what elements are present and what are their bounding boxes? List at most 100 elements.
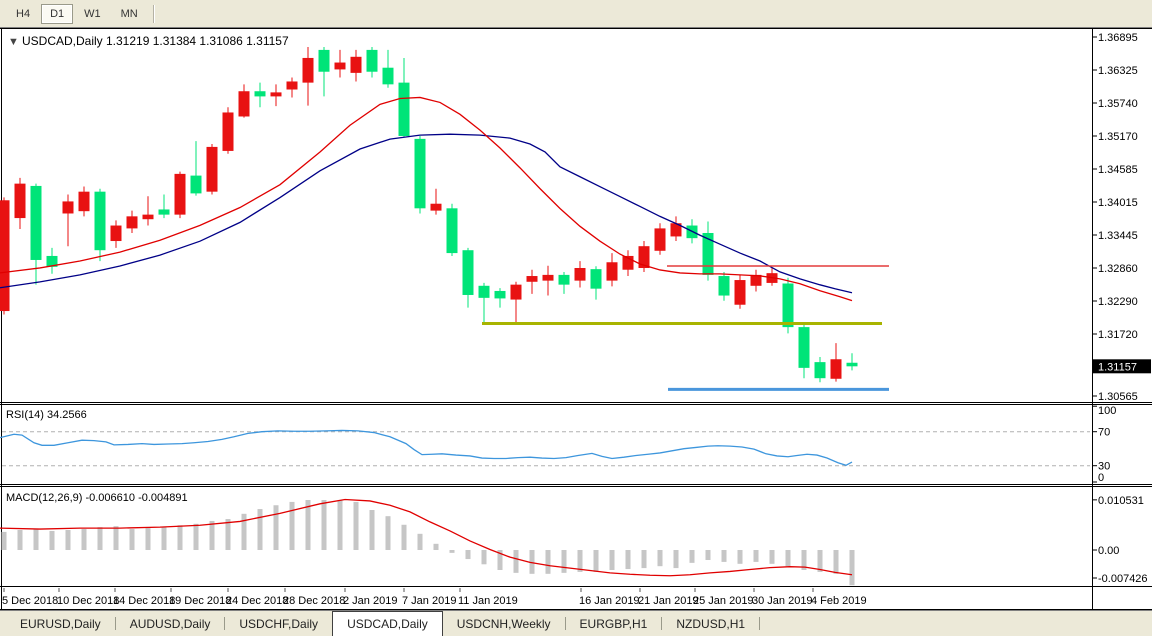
date-label: 24 Dec 2018: [226, 595, 288, 607]
candle-body: [14, 183, 26, 219]
macd-histogram-bar: [1, 531, 7, 550]
macd-histogram-bar: [369, 509, 375, 550]
macd-histogram-bar: [337, 499, 343, 550]
date-label: 25 Jan 2019: [693, 595, 754, 607]
candle-body: [542, 274, 554, 281]
candle-body: [382, 67, 394, 85]
candle-body: [670, 223, 682, 237]
chart-canvas[interactable]: 1.36895 1.36325 1.35740 1.35170 1.34585 1.340…: [0, 28, 1152, 610]
date-label: 5 Dec 2018: [2, 595, 58, 607]
macd-histogram-bar: [705, 550, 711, 561]
macd-histogram-bar: [801, 550, 807, 571]
candle-body: [606, 262, 618, 281]
candle-body: [62, 201, 74, 214]
rsi-axis-label: 30: [1098, 461, 1110, 473]
macd-signal-line: [0, 498, 853, 577]
candle-body: [46, 255, 58, 267]
tab-usdchf-daily[interactable]: USDCHF,Daily: [239, 617, 319, 631]
macd-histogram-bar: [257, 509, 263, 550]
moving-averages: [0, 96, 853, 302]
macd-histogram-bar: [641, 550, 647, 569]
date-label: 7 Jan 2019: [402, 595, 456, 607]
macd-histogram-bar: [273, 505, 279, 550]
tab-audusd-daily[interactable]: AUDUSD,Daily: [129, 617, 211, 631]
candle-body: [558, 274, 570, 285]
macd-histogram-bar: [209, 520, 215, 550]
timeframe-mn-button[interactable]: MN: [112, 4, 147, 24]
candle-body: [238, 91, 250, 117]
candle-body: [590, 269, 602, 289]
tab-separator: [224, 617, 226, 630]
macd-histogram-bar: [65, 529, 71, 550]
tab-eurusd-daily[interactable]: EURUSD,Daily: [20, 617, 101, 631]
date-label: 19 Dec 2018: [169, 595, 231, 607]
candle-body: [478, 285, 490, 298]
chart-collapse-icon[interactable]: ▼: [8, 36, 19, 48]
candle-body: [190, 175, 202, 194]
macd-histogram-bar: [497, 550, 503, 571]
candle-body: [446, 208, 458, 254]
date-label: 4 Feb 2019: [811, 595, 867, 607]
candle-body: [254, 91, 266, 97]
candle-body: [718, 276, 730, 296]
macd-histogram-bar: [657, 550, 663, 567]
candle-body: [94, 191, 106, 251]
macd-histogram-bar: [577, 550, 583, 572]
date-label: 16 Jan 2019: [579, 595, 640, 607]
macd-histogram-bar: [177, 525, 183, 550]
price-tick-label: 1.31720: [1098, 329, 1138, 341]
tab-usdcnh-weekly[interactable]: USDCNH,Weekly: [456, 617, 551, 631]
price-axis[interactable]: 1.36895 1.36325 1.35740 1.35170 1.34585 1.340…: [1092, 32, 1151, 403]
ma-slow-line: [0, 133, 853, 294]
tab-separator: [759, 617, 761, 630]
timeframe-h4-button[interactable]: H4: [7, 4, 39, 24]
chart-symbol-title: USDCAD,Daily: [22, 34, 103, 48]
timeframe-d1-button[interactable]: D1: [41, 3, 74, 24]
ma-fast-line: [0, 96, 853, 302]
timeframe-w1-button[interactable]: W1: [75, 4, 110, 24]
macd-histogram-bar: [449, 550, 455, 553]
macd-histogram-bar: [529, 550, 535, 574]
macd-histogram-bar: [673, 550, 679, 569]
candle-body: [638, 246, 650, 268]
macd-histogram-bar: [849, 550, 855, 586]
current-price-label: 1.31157: [1098, 361, 1137, 373]
tab-nzdusd-h1[interactable]: NZDUSD,H1: [676, 617, 746, 631]
candle-body: [430, 203, 442, 211]
pane-frames: [0, 28, 1152, 610]
macd-histogram-bar: [833, 550, 839, 574]
macd-histogram-bar: [417, 533, 423, 550]
macd-histogram-bar: [321, 499, 327, 550]
date-label: 11 Jan 2019: [458, 595, 518, 607]
toolbar-separator: [152, 4, 155, 23]
tab-usdcad-daily[interactable]: USDCAD,Daily: [332, 611, 443, 636]
date-label: 10 Dec 2018: [57, 595, 119, 607]
macd-histogram-bar: [689, 550, 695, 563]
macd-histogram-bar: [129, 529, 135, 550]
price-tick-label: 1.36895: [1098, 32, 1138, 44]
candle-body: [782, 283, 794, 328]
macd-histogram-bar: [17, 529, 23, 550]
macd-histogram-bar: [737, 550, 743, 564]
price-tick-label: 1.34015: [1098, 197, 1138, 209]
candle-body: [830, 359, 842, 379]
macd-histogram-bar: [161, 527, 167, 550]
price-tick-label: 1.35740: [1098, 98, 1138, 110]
candle-body: [350, 56, 362, 73]
candle-body: [366, 49, 378, 72]
macd-histogram-bar: [113, 526, 119, 550]
macd-histogram-bar: [193, 523, 199, 550]
candle-body: [110, 225, 122, 242]
macd-histogram-bar: [433, 543, 439, 550]
candle-body: [798, 327, 810, 368]
tab-eurgbp-h1[interactable]: EURGBP,H1: [579, 617, 648, 631]
macd-histogram-bar: [241, 513, 247, 550]
date-label: 14 Dec 2018: [113, 595, 175, 607]
current-price-marker: [1093, 359, 1151, 374]
macd-histogram-bar: [545, 550, 551, 574]
candle-body: [30, 185, 42, 260]
rsi-axis-label: 0: [1098, 472, 1104, 484]
symbol-tabbar: EURUSD,Daily AUDUSD,Daily USDCHF,Daily U…: [0, 610, 1152, 636]
